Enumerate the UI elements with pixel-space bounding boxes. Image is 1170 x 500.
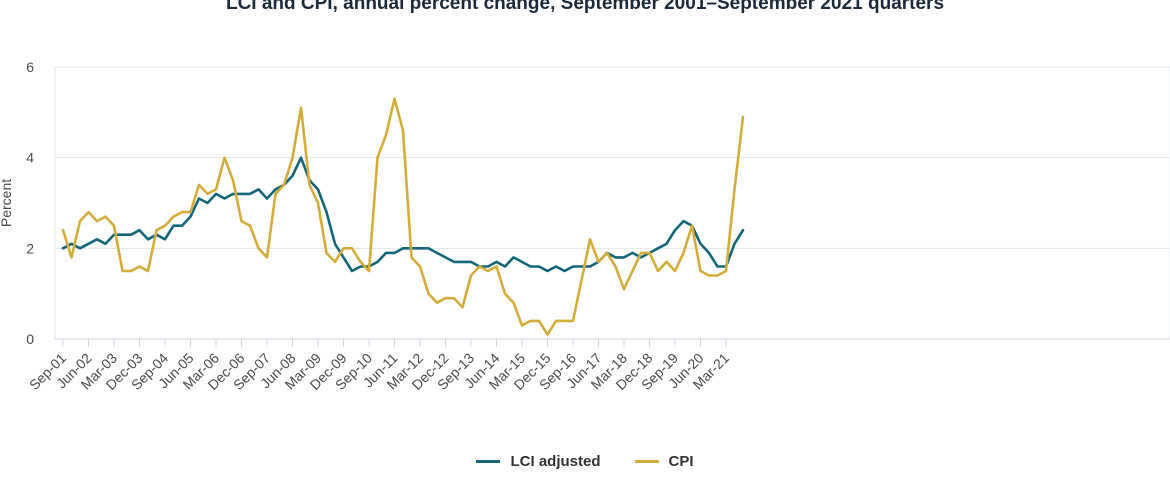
y-tick-label: 2 xyxy=(26,240,34,256)
series-line-lci[interactable] xyxy=(61,156,745,273)
gridlines xyxy=(55,66,1170,340)
y-tick-label: 4 xyxy=(26,150,34,166)
x-axis: Sep-01Jun-02Mar-03Dec-03Sep-04Jun-05Mar-… xyxy=(26,338,1170,393)
y-axis-label: Percent xyxy=(0,179,14,227)
legend-swatch-cpi xyxy=(634,460,659,463)
chart-title: LCI and CPI, annual percent change, Sept… xyxy=(225,0,945,14)
legend-label-lci: LCI adjusted xyxy=(510,453,601,470)
legend: LCI adjusted CPI xyxy=(0,453,1170,470)
legend-label-cpi: CPI xyxy=(668,453,694,470)
y-tick-label: 6 xyxy=(26,59,34,75)
series-lines xyxy=(61,97,745,336)
legend-item-cpi[interactable]: CPI xyxy=(634,453,694,470)
plot-area xyxy=(54,66,1170,340)
y-axis: 0 2 4 6 xyxy=(26,59,34,347)
legend-item-lci[interactable]: LCI adjusted xyxy=(476,453,601,470)
plot-border xyxy=(54,66,1170,340)
series-line-cpi[interactable] xyxy=(61,97,745,336)
legend-swatch-lci xyxy=(476,460,501,463)
y-tick-label: 0 xyxy=(26,331,34,347)
